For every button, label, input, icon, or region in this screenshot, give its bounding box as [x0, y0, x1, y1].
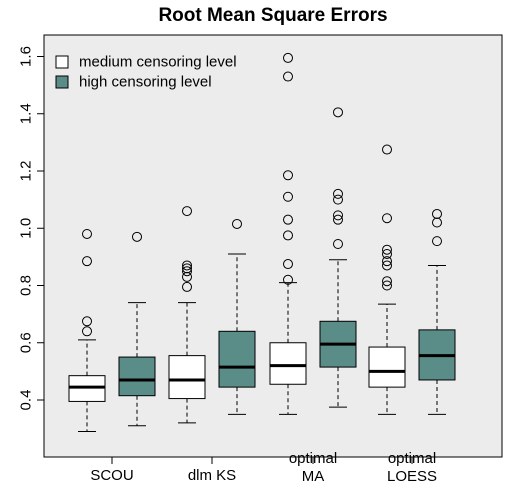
outlier-point	[283, 214, 293, 225]
outlier-point	[333, 210, 343, 221]
box-series-group	[68, 52, 456, 432]
outlier-point	[283, 230, 293, 241]
outlier-point	[382, 244, 392, 255]
outlier-point	[432, 208, 442, 219]
outlier-point	[432, 236, 442, 247]
y-tick-label: 0.8	[18, 275, 35, 296]
outlier-point	[182, 260, 192, 271]
box-iqr	[168, 355, 206, 400]
box-1-0	[168, 206, 206, 424]
outlier-point	[283, 191, 293, 202]
y-tick-label: 0.4	[18, 390, 35, 411]
outlier-point	[82, 256, 92, 267]
outlier-point	[82, 316, 92, 327]
outlier-point	[382, 260, 392, 271]
outlier-point	[182, 206, 192, 217]
outlier-point	[382, 213, 392, 224]
box-iqr	[218, 330, 256, 388]
plot-area	[43, 34, 503, 458]
outlier-point	[333, 214, 343, 225]
outlier-point	[382, 276, 392, 287]
x-category-label: LOESS	[387, 468, 437, 485]
outlier-point	[283, 259, 293, 270]
y-tick-label: 1.0	[18, 218, 35, 239]
outlier-point	[333, 188, 343, 199]
x-category-label: dlm KS	[188, 467, 236, 484]
outlier-point	[333, 194, 343, 205]
outlier-point	[132, 231, 142, 242]
box-1-1	[218, 218, 256, 415]
outlier-point	[382, 144, 392, 155]
outlier-point	[232, 218, 242, 229]
outlier-point	[333, 238, 343, 249]
y-tick-label: 1.2	[18, 161, 35, 182]
outlier-point	[182, 266, 192, 277]
legend-label: medium censoring level	[79, 54, 237, 71]
box-iqr	[269, 342, 307, 385]
box-2-0	[269, 52, 307, 415]
outlier-point	[283, 274, 293, 285]
x-category-label: optimal	[289, 450, 337, 467]
outlier-point	[283, 71, 293, 82]
outlier-point	[333, 107, 343, 118]
x-category-label: MA	[302, 468, 325, 485]
outlier-point	[382, 249, 392, 260]
outlier-point	[82, 228, 92, 239]
legend-label: high censoring level	[79, 74, 212, 91]
legend-swatch	[55, 55, 69, 69]
outlier-point	[283, 52, 293, 63]
box-0-1	[118, 231, 156, 427]
outlier-point	[82, 326, 92, 337]
box-iqr	[368, 346, 406, 388]
y-tick-label: 1.6	[18, 46, 35, 67]
box-iqr	[118, 356, 156, 397]
outlier-point	[382, 256, 392, 267]
y-axis: 0.4 0.6 0.8 1.0 1.2 1.4 1.6	[18, 46, 45, 410]
legend: medium censoring level high censoring lev…	[55, 54, 237, 91]
x-category-label: optimal	[388, 450, 436, 467]
legend-swatch	[55, 75, 69, 89]
chart-title: Root Mean Square Errors	[158, 5, 387, 26]
y-tick-label: 0.6	[18, 332, 35, 353]
box-2-1	[319, 107, 357, 408]
outlier-point	[182, 263, 192, 274]
outlier-point	[283, 170, 293, 181]
outlier-point	[382, 280, 392, 291]
y-tick-label: 1.4	[18, 103, 35, 124]
box-3-0	[368, 144, 406, 415]
outlier-point	[182, 281, 192, 292]
box-0-0	[68, 228, 106, 432]
x-category-label: SCOU	[90, 467, 133, 484]
box-3-1	[418, 208, 456, 415]
